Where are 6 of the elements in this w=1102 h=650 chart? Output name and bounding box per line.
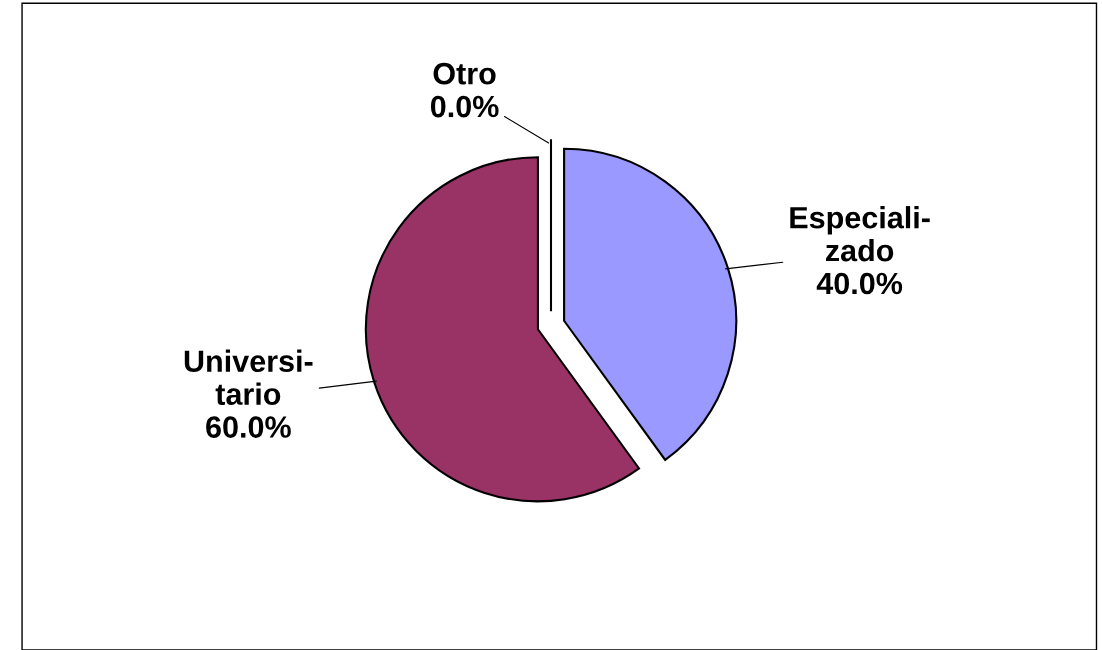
data-label: 60.0%	[206, 416, 291, 438]
slice-label: Universi- tario	[184, 349, 313, 405]
category-label: Otro	[433, 62, 496, 85]
text: 0.0%	[430, 95, 499, 118]
slice-label: Especiali- zado	[790, 206, 930, 262]
data-label: 40.0%	[816, 272, 903, 295]
